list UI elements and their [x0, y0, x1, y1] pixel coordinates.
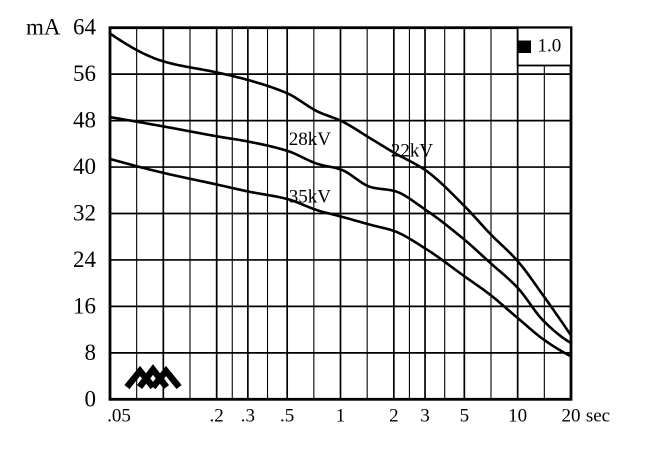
- svg-text:22kV: 22kV: [391, 140, 434, 161]
- svg-text:24: 24: [73, 247, 97, 272]
- svg-text:sec: sec: [586, 405, 610, 426]
- svg-text:3: 3: [420, 405, 430, 426]
- svg-text:mA: mA: [26, 15, 61, 40]
- svg-text:.3: .3: [241, 405, 255, 426]
- svg-text:48: 48: [73, 108, 96, 133]
- svg-text:28kV: 28kV: [289, 129, 332, 150]
- svg-text:.5: .5: [280, 405, 294, 426]
- svg-text:.2: .2: [210, 405, 224, 426]
- svg-text:5: 5: [460, 405, 470, 426]
- svg-text:1: 1: [336, 405, 346, 426]
- svg-text:0: 0: [85, 386, 97, 411]
- svg-text:64: 64: [73, 15, 97, 40]
- svg-text:1.0: 1.0: [538, 36, 562, 57]
- svg-text:56: 56: [73, 61, 96, 86]
- svg-text:.05: .05: [107, 405, 131, 426]
- svg-text:32: 32: [73, 201, 96, 226]
- svg-text:10: 10: [508, 405, 527, 426]
- svg-text:40: 40: [73, 154, 96, 179]
- svg-text:8: 8: [85, 340, 97, 365]
- svg-text:35kV: 35kV: [289, 187, 332, 208]
- svg-text:2: 2: [389, 405, 399, 426]
- svg-text:20: 20: [562, 405, 581, 426]
- svg-text:16: 16: [73, 293, 96, 318]
